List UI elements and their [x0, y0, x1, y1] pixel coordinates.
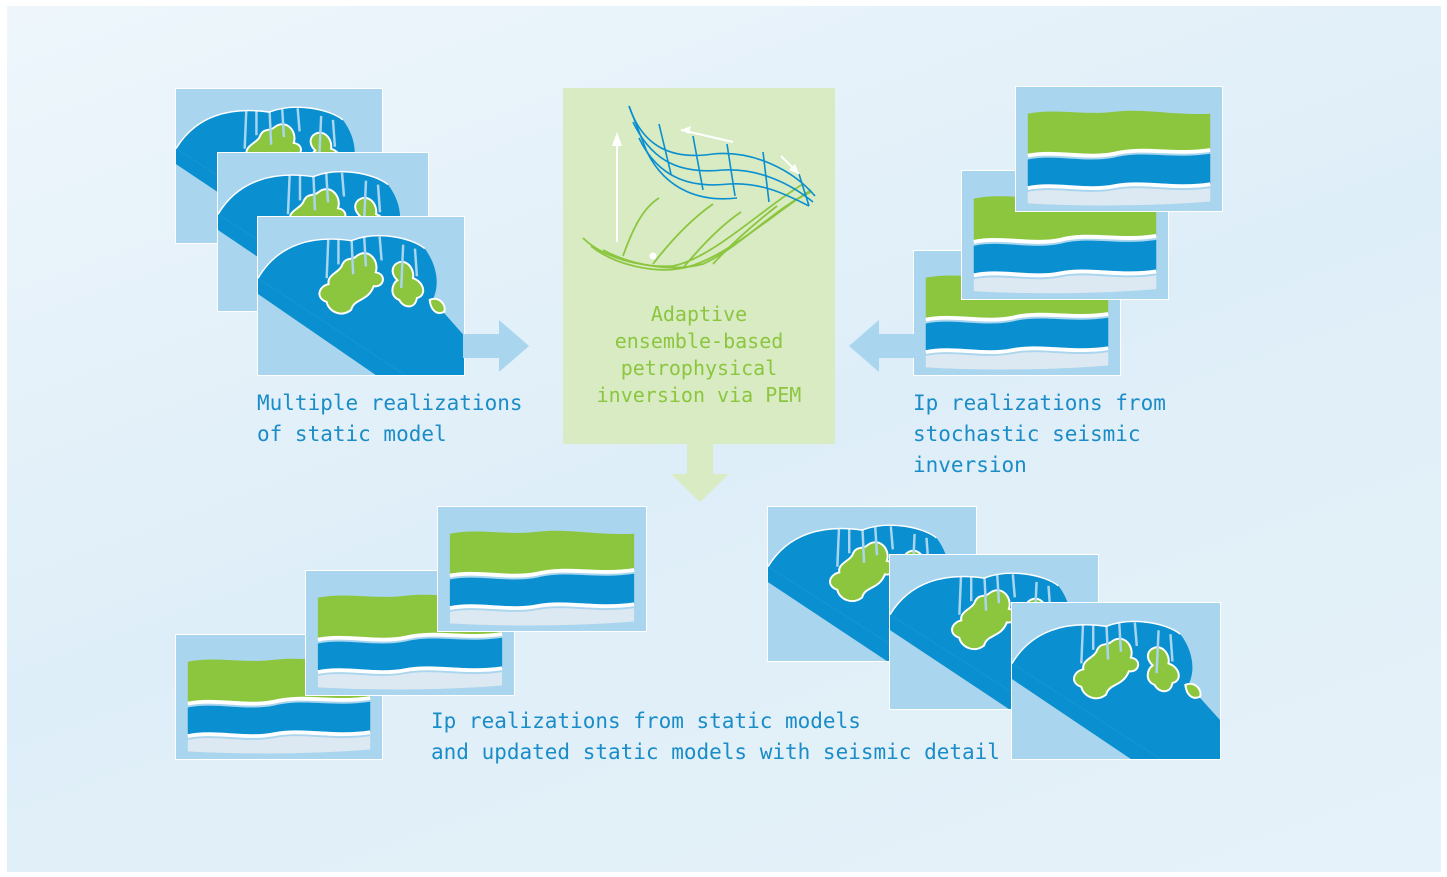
reservoir-map-icon — [1012, 603, 1220, 759]
ip-static-panel-3 — [437, 506, 647, 632]
optimization-surface-icon — [582, 105, 816, 271]
seismic-section-icon — [438, 507, 646, 631]
static-model-label: Multiple realizations of static model — [257, 388, 523, 450]
inversion-label-line-4: inversion via PEM — [596, 383, 802, 407]
seismic-label: Ip realizations from stochastic seismic … — [913, 388, 1166, 481]
inversion-box — [563, 88, 835, 444]
updated-model-panel-3 — [1011, 602, 1221, 760]
inversion-label-line-2: ensemble-based — [614, 329, 784, 353]
inversion-label: Adaptive ensemble-based petrophysical in… — [563, 301, 835, 409]
seismic-section-icon — [1016, 87, 1222, 211]
reservoir-map-icon — [258, 217, 464, 375]
arrow-left-icon — [849, 320, 915, 372]
seismic-label-line-1: Ip realizations from — [913, 391, 1166, 415]
bottom-label-line-1: Ip realizations from static models — [431, 709, 861, 733]
arrow-down-icon — [671, 444, 729, 502]
diagram-canvas: Adaptive ensemble-based petrophysical in… — [7, 6, 1441, 872]
arrow-right-icon — [463, 320, 529, 372]
seismic-label-line-3: inversion — [913, 453, 1027, 477]
seismic-label-line-2: stochastic seismic — [913, 422, 1141, 446]
bottom-label: Ip realizations from static models and u… — [431, 706, 1000, 768]
inversion-label-line-3: petrophysical — [620, 356, 778, 380]
static-model-panel-3 — [257, 216, 465, 376]
static-model-label-line-2: of static model — [257, 422, 447, 446]
bottom-label-line-2: and updated static models with seismic d… — [431, 740, 1000, 764]
static-model-label-line-1: Multiple realizations — [257, 391, 523, 415]
seismic-panel-3 — [1015, 86, 1223, 212]
inversion-label-line-1: Adaptive — [650, 302, 748, 326]
